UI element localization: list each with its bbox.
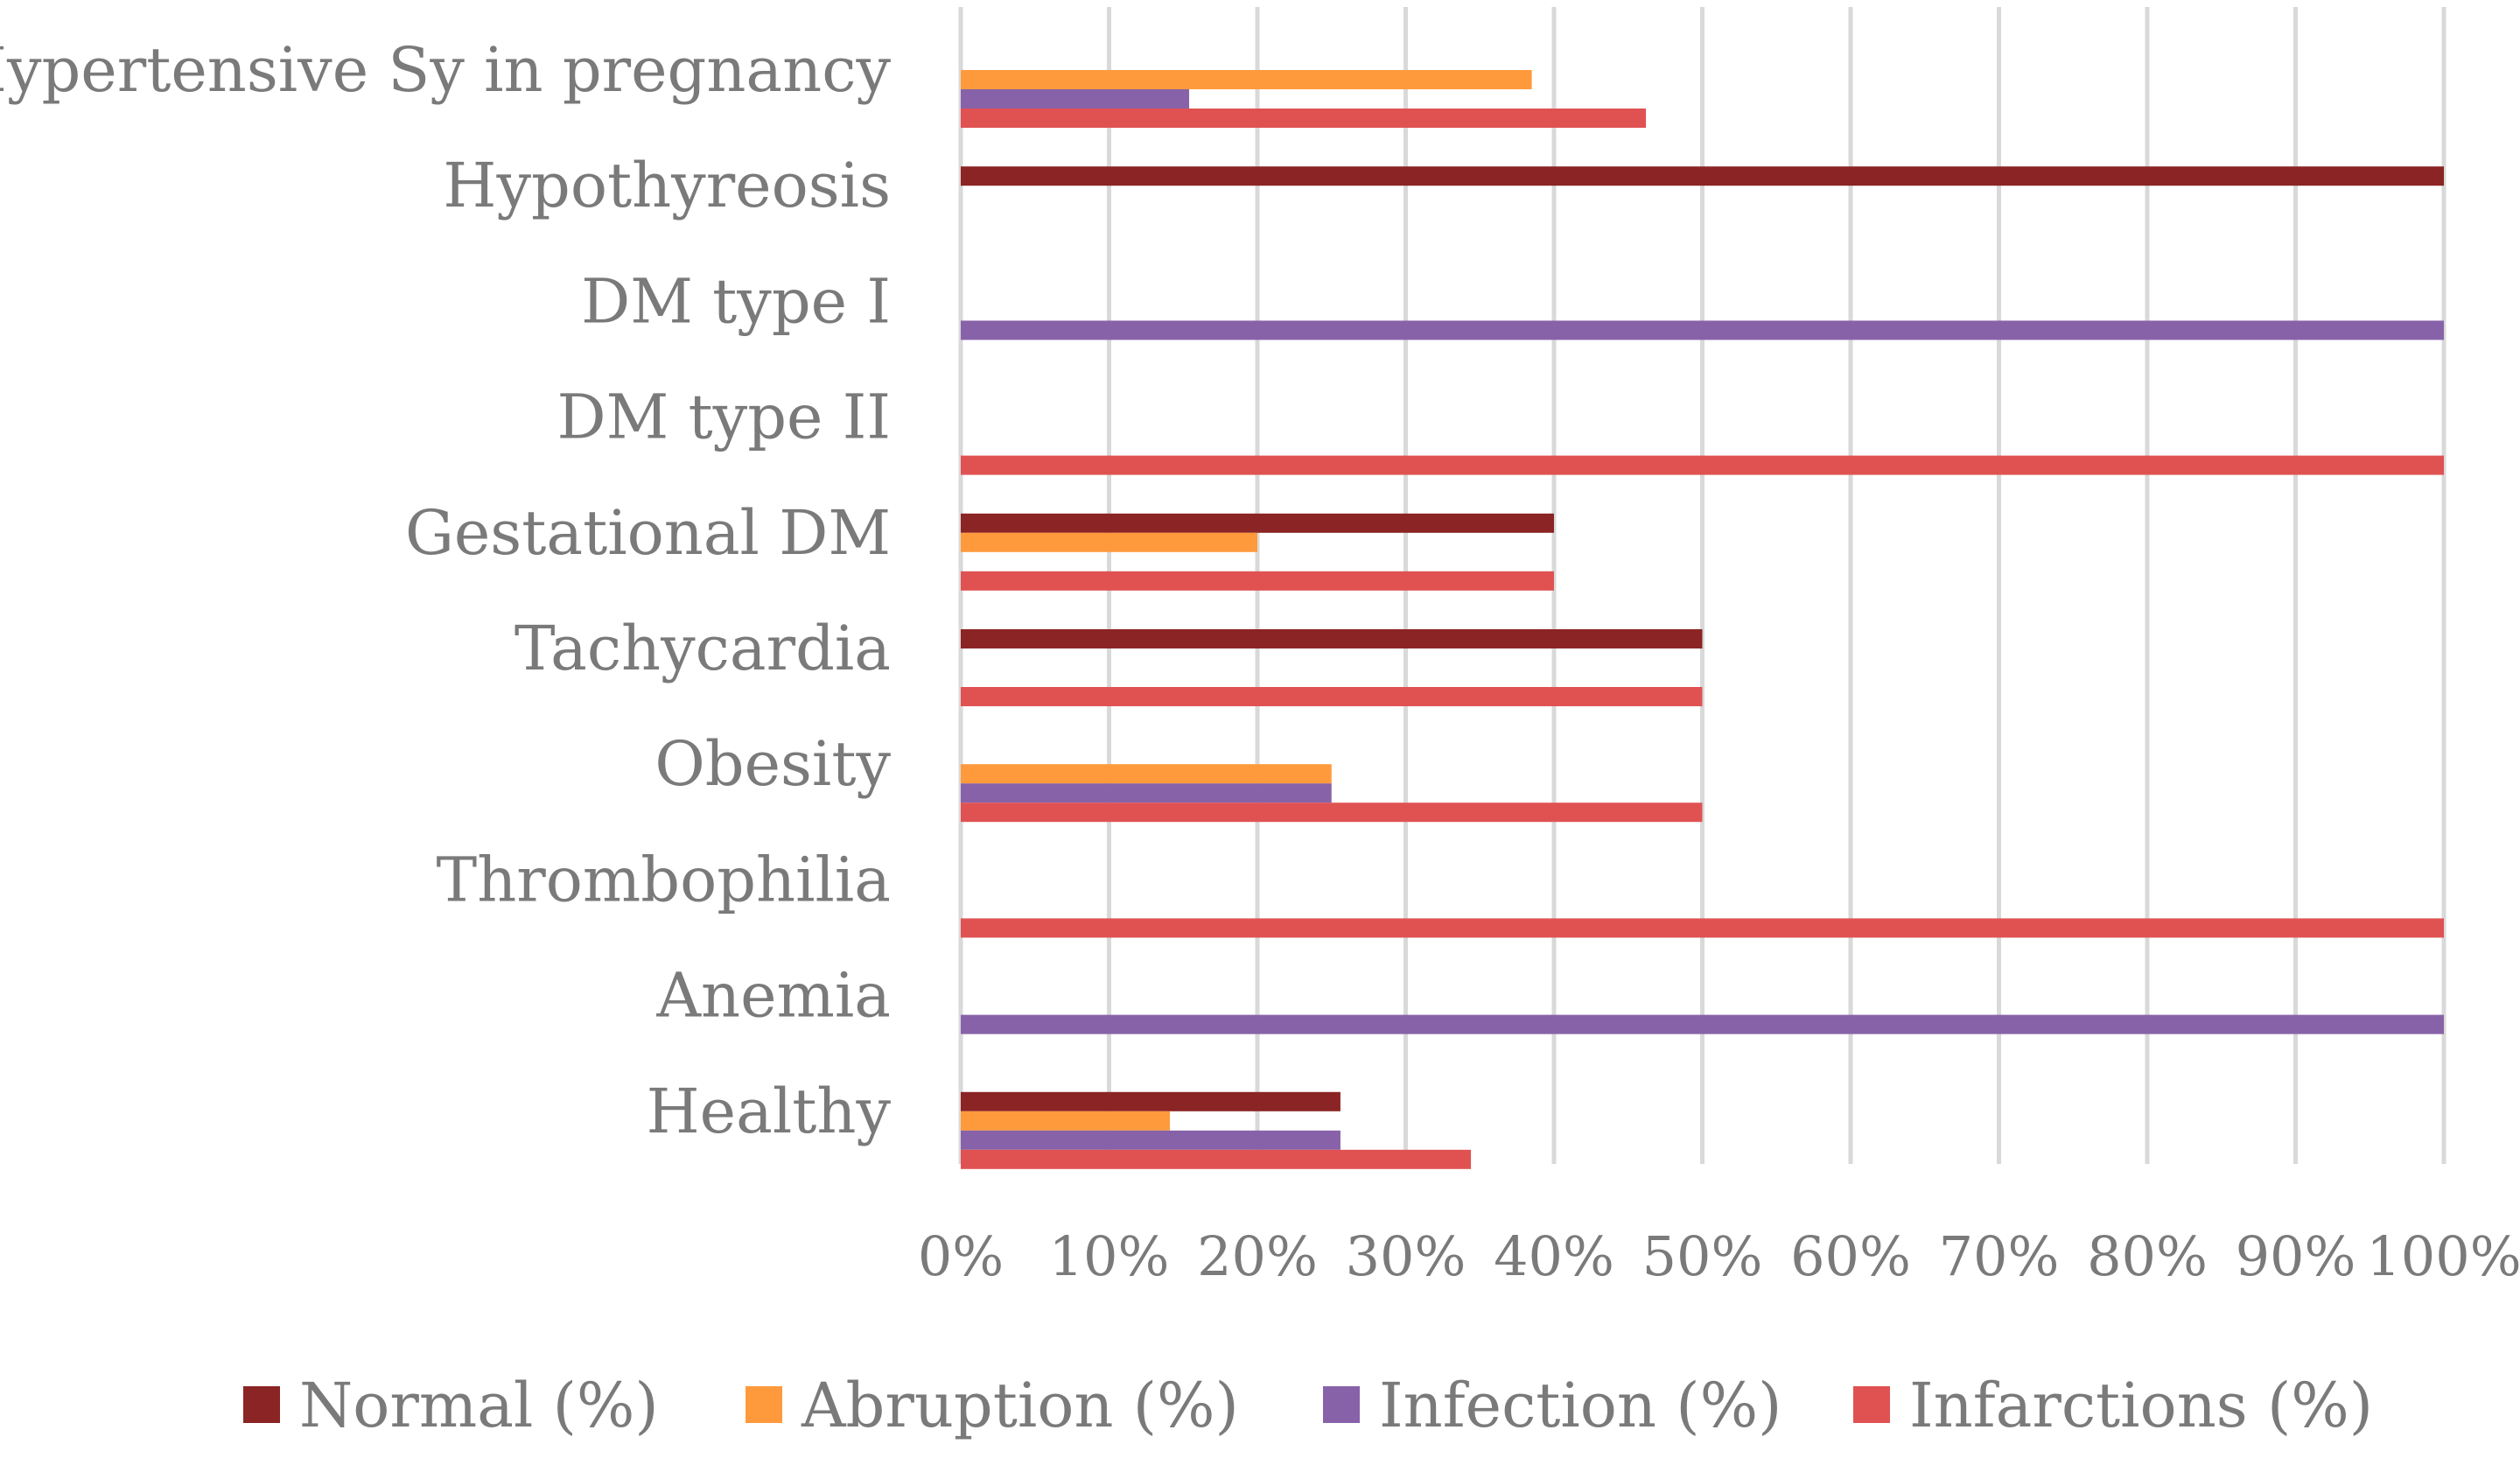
legend-swatch — [1853, 1386, 1890, 1423]
bar-2-2 — [961, 320, 2444, 340]
legend-label: Infection (%) — [1379, 1370, 1782, 1441]
bar-6-1 — [961, 764, 1332, 784]
bar-3-3 — [961, 455, 2444, 475]
bar-6-2 — [961, 783, 1332, 803]
legend-swatch — [746, 1386, 782, 1423]
x-tick-label: 50% — [1642, 1224, 1763, 1288]
x-tick-label: 60% — [1790, 1224, 1911, 1288]
x-tick-label: 100% — [2366, 1224, 2520, 1288]
x-tick-label: 30% — [1346, 1224, 1466, 1288]
bar-9-2 — [961, 1130, 1340, 1150]
bar-1-0 — [961, 166, 2444, 186]
category-label: Tachycardia — [514, 613, 891, 684]
legend-swatch — [1323, 1386, 1360, 1423]
legend-item: Infarctions (%) — [1853, 1370, 2373, 1441]
bar-5-0 — [961, 629, 1703, 648]
bar-0-2 — [961, 89, 1190, 109]
legend-label: Abruption (%) — [801, 1370, 1239, 1441]
bar-4-3 — [961, 571, 1554, 591]
bar-9-3 — [961, 1149, 1472, 1169]
bar-4-0 — [961, 513, 1554, 533]
category-label: Gestational DM — [405, 497, 891, 569]
bar-8-2 — [961, 1014, 2444, 1034]
legend-item: Normal (%) — [243, 1370, 659, 1441]
category-label: Anemia — [655, 960, 891, 1032]
x-tick-label: 20% — [1197, 1224, 1318, 1288]
category-label: Hypertensive Sy in pregnancy — [0, 34, 891, 106]
legend-label: Normal (%) — [299, 1370, 659, 1441]
category-label: DM type I — [581, 265, 891, 337]
bars — [961, 70, 2444, 1169]
x-tick-label: 10% — [1049, 1224, 1170, 1288]
bar-4-1 — [961, 532, 1257, 552]
bar-5-3 — [961, 687, 1703, 706]
category-label: Thrombophilia — [437, 844, 892, 915]
legend-swatch — [243, 1386, 280, 1423]
category-label: Obesity — [654, 728, 891, 800]
x-tick-label: 70% — [1939, 1224, 2060, 1288]
x-tick-label: 80% — [2087, 1224, 2208, 1288]
legend-item: Infection (%) — [1323, 1370, 1782, 1441]
legend-item: Abruption (%) — [746, 1370, 1239, 1441]
legend-label: Infarctions (%) — [1909, 1370, 2373, 1441]
bar-7-3 — [961, 918, 2444, 938]
category-label: Healthy — [647, 1076, 892, 1147]
x-tick-labels: 0% 10% 20% 30% 40% 50% 60% 70% 80% 90% 100% — [918, 1224, 2520, 1288]
bar-6-3 — [961, 803, 1703, 823]
bar-9-0 — [961, 1091, 1340, 1111]
x-tick-label: 0% — [918, 1224, 1004, 1288]
category-label: DM type II — [556, 382, 891, 453]
bar-0-1 — [961, 70, 1532, 89]
bar-9-1 — [961, 1111, 1170, 1131]
category-label: Hypothyreosis — [443, 150, 891, 221]
category-labels: Hypertensive Sy in pregnancy Hypothyreosi… — [0, 34, 891, 1147]
x-tick-label: 40% — [1494, 1224, 1614, 1288]
bar-0-3 — [961, 109, 1647, 128]
x-tick-label: 90% — [2236, 1224, 2356, 1288]
legend: Normal (%) Abruption (%) Infection (%) Infa… — [243, 1370, 2373, 1441]
